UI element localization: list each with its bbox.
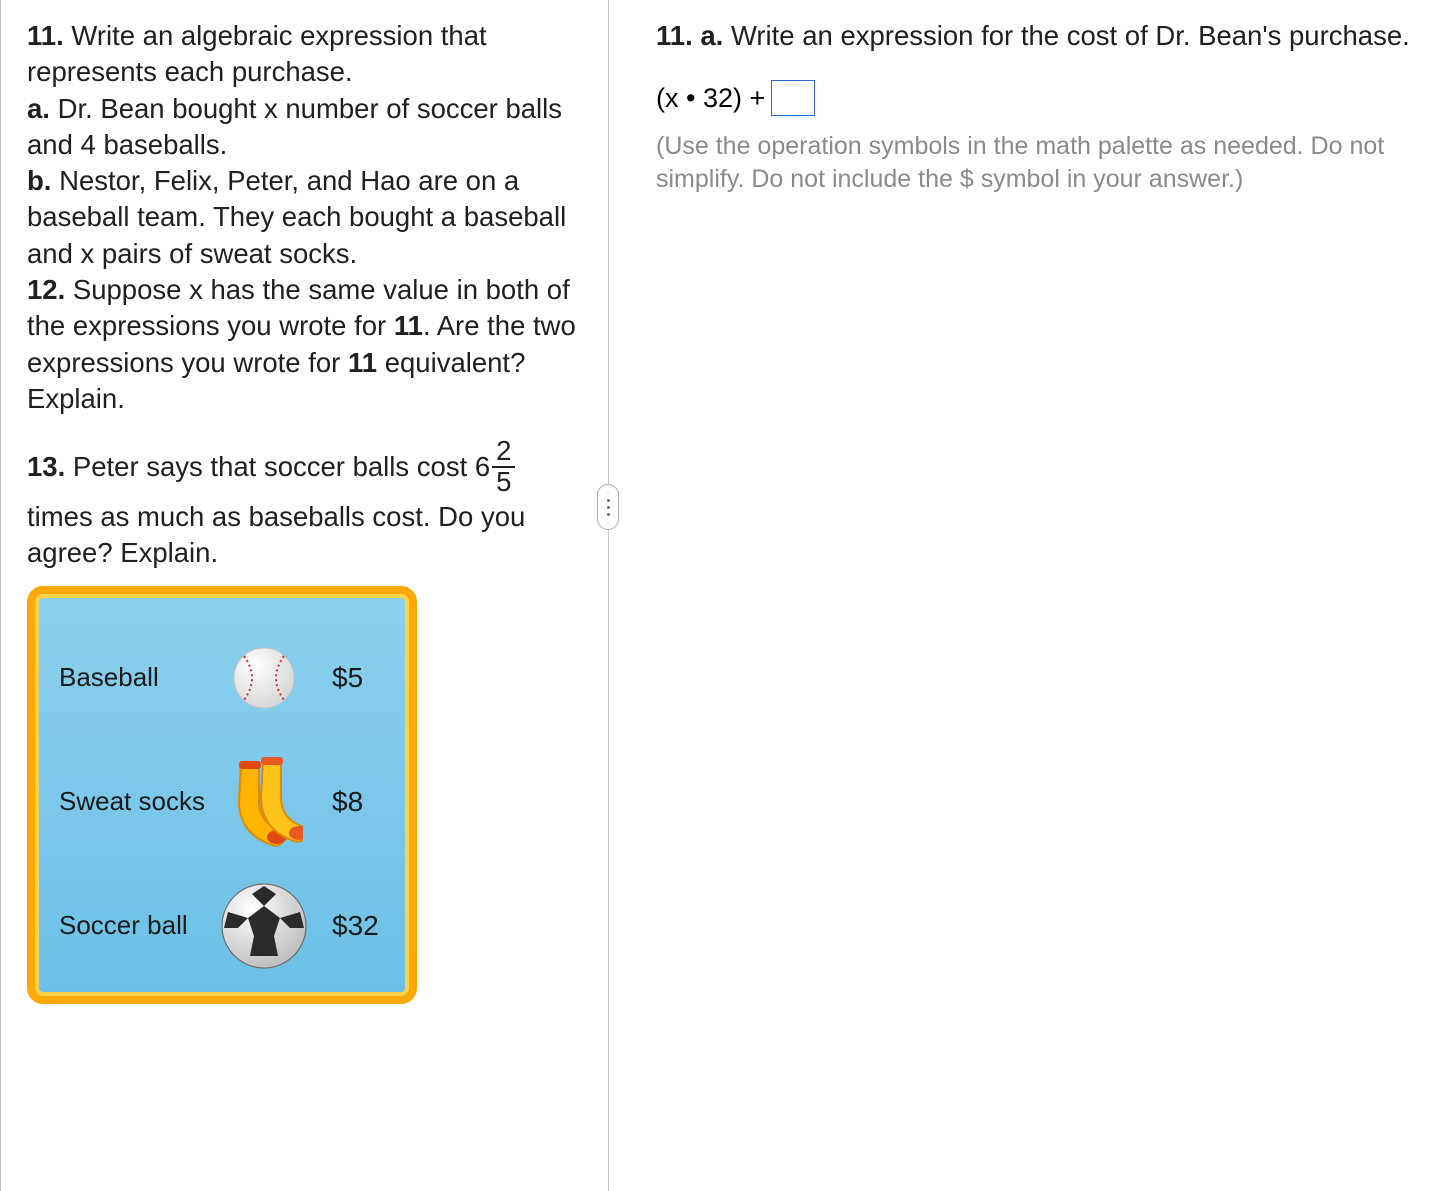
- resize-handle[interactable]: [597, 484, 619, 530]
- column-divider: [608, 0, 609, 1191]
- answer-column: 11. a. Write an expression for the cost …: [608, 0, 1430, 1191]
- q11a-label: a.: [27, 93, 50, 124]
- fraction-icon: 25: [492, 437, 515, 497]
- answer-heading: 11. a. Write an expression for the cost …: [656, 18, 1410, 54]
- question-13: 13. Peter says that soccer balls cost 62…: [27, 439, 588, 571]
- price-card: Baseball $5: [27, 586, 417, 1004]
- price-value: $8: [332, 786, 363, 818]
- answer-expression-row: (x • 32) +: [656, 80, 1410, 116]
- price-row-baseball: Baseball $5: [59, 616, 385, 740]
- fraction-denominator: 5: [492, 468, 515, 497]
- q13-text-a: Peter says that soccer balls cost 6: [73, 451, 490, 482]
- answer-heading-text: Write an expression for the cost of Dr. …: [731, 20, 1410, 51]
- q11-number: 11.: [27, 20, 64, 51]
- question-11: 11. Write an algebraic expression that r…: [27, 18, 588, 417]
- q11b-text: Nestor, Felix, Peter, and Hao are on a b…: [27, 165, 566, 269]
- answer-hint: (Use the operation symbols in the math p…: [656, 130, 1410, 196]
- answer-heading-label: 11. a.: [656, 20, 723, 51]
- baseball-icon: [214, 644, 314, 712]
- expression-input[interactable]: [771, 80, 815, 116]
- socks-icon: [214, 757, 314, 847]
- price-row-socks: Sweat socks: [59, 740, 385, 864]
- fraction-numerator: 2: [492, 437, 515, 468]
- problem-column: 11. Write an algebraic expression that r…: [0, 0, 608, 1191]
- soccerball-icon: [214, 880, 314, 972]
- q11b-label: b.: [27, 165, 51, 196]
- q12-number: 12.: [27, 274, 65, 305]
- expression-prefix: (x • 32) +: [656, 83, 765, 114]
- price-label: Soccer ball: [59, 910, 214, 941]
- price-value: $5: [332, 662, 363, 694]
- price-row-soccerball: Soccer ball: [59, 864, 385, 988]
- q11a-text: Dr. Bean bought x number of soccer balls…: [27, 93, 562, 160]
- q12-ref2: 11: [348, 347, 377, 378]
- q13-text-b: times as much as baseballs cost. Do you …: [27, 501, 525, 568]
- price-value: $32: [332, 910, 379, 942]
- price-label: Baseball: [59, 662, 214, 693]
- price-label: Sweat socks: [59, 786, 214, 817]
- q13-number: 13.: [27, 451, 65, 482]
- page: 11. Write an algebraic expression that r…: [0, 0, 1430, 1191]
- q11-stem: Write an algebraic expression that repre…: [27, 20, 487, 87]
- q12-ref: 11: [394, 310, 423, 341]
